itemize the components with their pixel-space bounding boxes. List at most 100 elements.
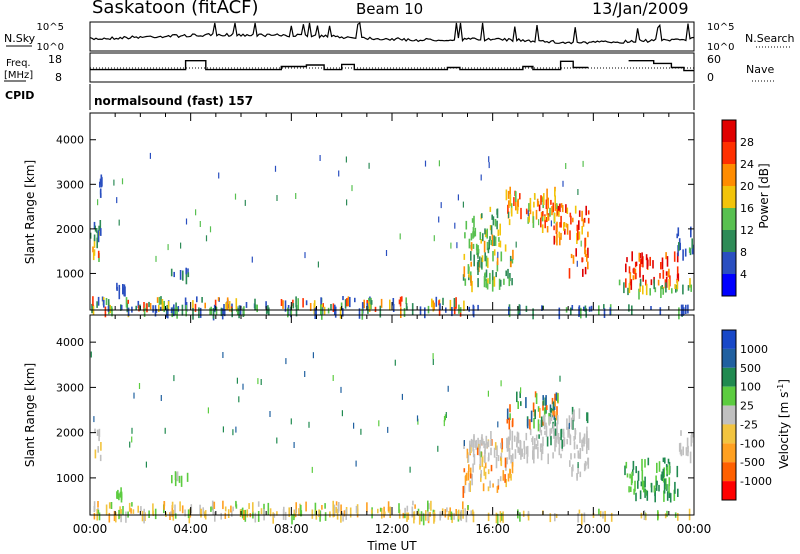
- echo-cell: [92, 296, 94, 306]
- echo-cell: [516, 442, 518, 448]
- echo-cell: [492, 251, 494, 262]
- echo-cell: [666, 510, 668, 517]
- echo-cell: [492, 483, 494, 488]
- echo-cell: [533, 193, 536, 200]
- echo-cell: [472, 463, 474, 473]
- echo-cell: [420, 511, 423, 522]
- echo-cell: [491, 280, 494, 292]
- echo-cell: [505, 189, 508, 201]
- echo-cell: [689, 278, 691, 288]
- colorbar-tick-label: 25: [740, 400, 754, 413]
- echo-cell: [639, 264, 641, 272]
- echo-cell: [294, 511, 297, 518]
- echo-cell: [463, 485, 466, 494]
- echo-cell: [479, 464, 481, 470]
- echo-cell: [470, 233, 473, 241]
- colorbar-swatch: [722, 120, 736, 142]
- echo-cell: [379, 507, 382, 512]
- echo-cell: [309, 303, 312, 311]
- echo-cell: [486, 228, 488, 239]
- echo-cell: [113, 510, 116, 522]
- echo-cell: [545, 422, 547, 427]
- echo-cell: [583, 433, 586, 444]
- colorbar-swatch: [722, 164, 736, 186]
- echo-cell: [477, 278, 479, 288]
- echo-cell: [487, 257, 489, 268]
- echo-cell: [671, 288, 673, 294]
- echo-cell: [535, 209, 538, 220]
- echo-cell: [582, 437, 585, 444]
- echo-cell: [120, 513, 122, 523]
- echo-cell: [171, 505, 174, 517]
- echo-cell: [587, 231, 589, 238]
- echo-cell: [691, 244, 694, 255]
- echo-cell: [518, 447, 521, 455]
- echo-cell: [501, 512, 503, 521]
- echo-cell-sparse: [497, 251, 499, 258]
- echo-cell: [509, 469, 511, 479]
- echo-cell: [199, 504, 201, 515]
- echo-cell: [610, 512, 613, 522]
- echo-cell: [389, 506, 391, 518]
- echo-cell: [137, 300, 140, 309]
- echo-cell: [516, 431, 519, 443]
- echo-cell: [418, 513, 421, 525]
- echo-cell: [496, 513, 499, 525]
- echo-cell: [625, 278, 627, 288]
- echo-cell: [480, 469, 482, 478]
- echo-cell: [637, 480, 639, 489]
- echo-cell: [572, 217, 574, 223]
- echo-cell: [525, 208, 528, 215]
- echo-cell: [590, 305, 593, 312]
- echo-cell: [544, 430, 546, 435]
- echo-cell: [532, 450, 534, 460]
- echo-cell: [192, 300, 194, 309]
- echo-cell: [519, 512, 521, 522]
- echo-cell: [509, 273, 511, 282]
- echo-cell: [512, 453, 514, 462]
- echo-cell: [558, 210, 560, 217]
- echo-cell: [520, 448, 523, 454]
- colorbar-tick-label: 20: [740, 180, 754, 193]
- echo-cell-sparse: [387, 426, 389, 433]
- echo-cell: [546, 188, 548, 201]
- echo-cell: [159, 306, 162, 311]
- echo-cell: [543, 215, 546, 221]
- noise-trace: [89, 21, 695, 45]
- echo-cell: [540, 449, 543, 461]
- echo-cell: [93, 506, 96, 512]
- echo-cell: [513, 197, 515, 206]
- echo-cell-sparse: [580, 240, 582, 247]
- echo-cell-sparse: [97, 199, 99, 206]
- echo-cell: [523, 453, 526, 459]
- echo-cell: [324, 503, 326, 509]
- echo-cell: [668, 477, 671, 487]
- echo-cell: [556, 233, 558, 246]
- echo-cell: [478, 443, 480, 450]
- echo-cell-sparse: [312, 352, 314, 359]
- echo-cell: [506, 408, 509, 420]
- echo-cell: [174, 471, 177, 480]
- echo-cell: [125, 511, 127, 523]
- echo-cell-sparse: [433, 235, 435, 242]
- echo-cell: [93, 234, 96, 242]
- range-tick-label: 1000: [56, 472, 84, 485]
- noise-tick-top: 10^5: [37, 22, 64, 33]
- echo-cell-sparse: [319, 155, 321, 161]
- echo-cell: [510, 261, 512, 268]
- echo-cell: [523, 446, 526, 455]
- echo-cell: [609, 307, 612, 316]
- colorbar-swatch: [722, 330, 736, 349]
- echo-cell-sparse: [438, 216, 440, 223]
- echo-cell: [545, 406, 547, 414]
- echo-cell: [546, 405, 548, 410]
- echo-cell: [580, 307, 582, 319]
- echo-cell: [432, 509, 435, 514]
- echo-cell: [467, 505, 469, 510]
- colorbar-swatch: [722, 348, 736, 368]
- echo-cell: [645, 489, 648, 496]
- echo-cell: [462, 501, 464, 509]
- echo-cell: [485, 278, 488, 288]
- echo-cell: [534, 391, 537, 398]
- echo-cell: [490, 225, 493, 235]
